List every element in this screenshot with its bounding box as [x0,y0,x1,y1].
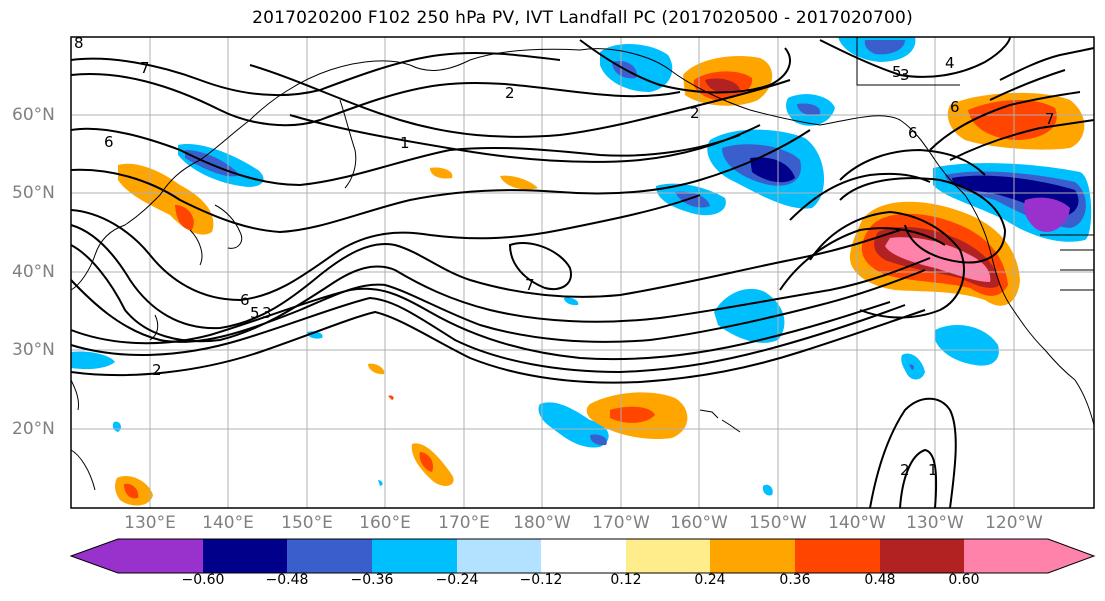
colorbar-segment [541,539,626,573]
map-title: 2017020200 F102 250 hPa PV, IVT Landfall… [252,8,913,28]
contour-label: 1 [400,134,410,152]
colorbar-segment [964,539,1048,573]
contour-label: 3 [900,66,910,84]
contour-label: 2 [152,361,162,379]
contour-label: 5 [892,63,902,81]
colorbar-outline [69,538,1096,574]
contour-label: 6 [240,291,250,309]
lat-label-20n: 20°N [12,419,55,439]
colorbar-segment [626,539,710,573]
lon-label: 140°E [202,513,254,533]
contour-labels: 8 7 6 2 6 5 3 2 1 7 2 4 6 7 6 5 3 2 1 [74,34,1055,479]
map-frame [70,36,1095,509]
colorbar-segment [118,539,203,573]
lat-label-40n: 40°N [12,262,55,282]
colorbar-segment [880,539,964,573]
contour-label: 6 [104,133,114,151]
colorbar-segment [710,539,795,573]
colorbar-segment [1048,539,1094,573]
colorbar-tick-label: −0.60 [181,572,225,588]
colorbar-tick-label: 0.48 [864,572,896,588]
lon-label: 130°W [906,513,964,533]
contour-label: 7 [140,59,150,77]
contour-label: 7 [1045,110,1055,128]
contour-label: 2 [505,84,515,102]
lat-label-60n: 60°N [12,105,55,125]
lon-label: 120°W [985,513,1043,533]
contour-label: 3 [262,304,272,322]
colorbar-tick-label: 0.60 [948,572,980,588]
pv-contours [70,36,1095,509]
colorbar-segment [203,539,287,573]
contour-label: 4 [945,54,955,72]
lon-label: 140°W [828,513,886,533]
colorbar-tick-label: −0.36 [350,572,394,588]
colorbar-tick-label: −0.48 [265,572,309,588]
contour-label: 1 [928,461,938,479]
contour-label: 8 [74,34,84,52]
colorbar-segment [795,539,880,573]
colorbar-tick-label: 0.12 [610,572,642,588]
lat-label-30n: 30°N [12,340,55,360]
contour-label: 2 [690,104,700,122]
colorbar-segment [287,539,372,573]
colorbar [69,538,1096,574]
coastlines [70,37,1095,491]
lon-label: 160°W [670,513,728,533]
colorbar-tick-label: −0.12 [519,572,563,588]
colorbar-segment [457,539,541,573]
contour-label: 7 [525,276,535,294]
colorbar-tick-label: −0.24 [435,572,479,588]
colorbar-segment [372,539,457,573]
lon-label: 130°E [124,513,176,533]
lon-label: 170°W [592,513,650,533]
lon-label: 180°W [513,513,571,533]
colorbar-tick-label: 0.36 [779,572,811,588]
contour-label: 5 [250,304,260,322]
lon-label: 150°W [749,513,807,533]
contour-label: 6 [950,98,960,116]
lat-label-50n: 50°N [12,183,55,203]
lon-label: 170°E [438,513,490,533]
lon-label: 160°E [359,513,411,533]
contour-label: 2 [900,461,910,479]
contour-label: 6 [908,124,918,142]
lon-label: 150°E [281,513,333,533]
colorbar-segment [71,539,118,573]
colorbar-tick-label: 0.24 [694,572,726,588]
